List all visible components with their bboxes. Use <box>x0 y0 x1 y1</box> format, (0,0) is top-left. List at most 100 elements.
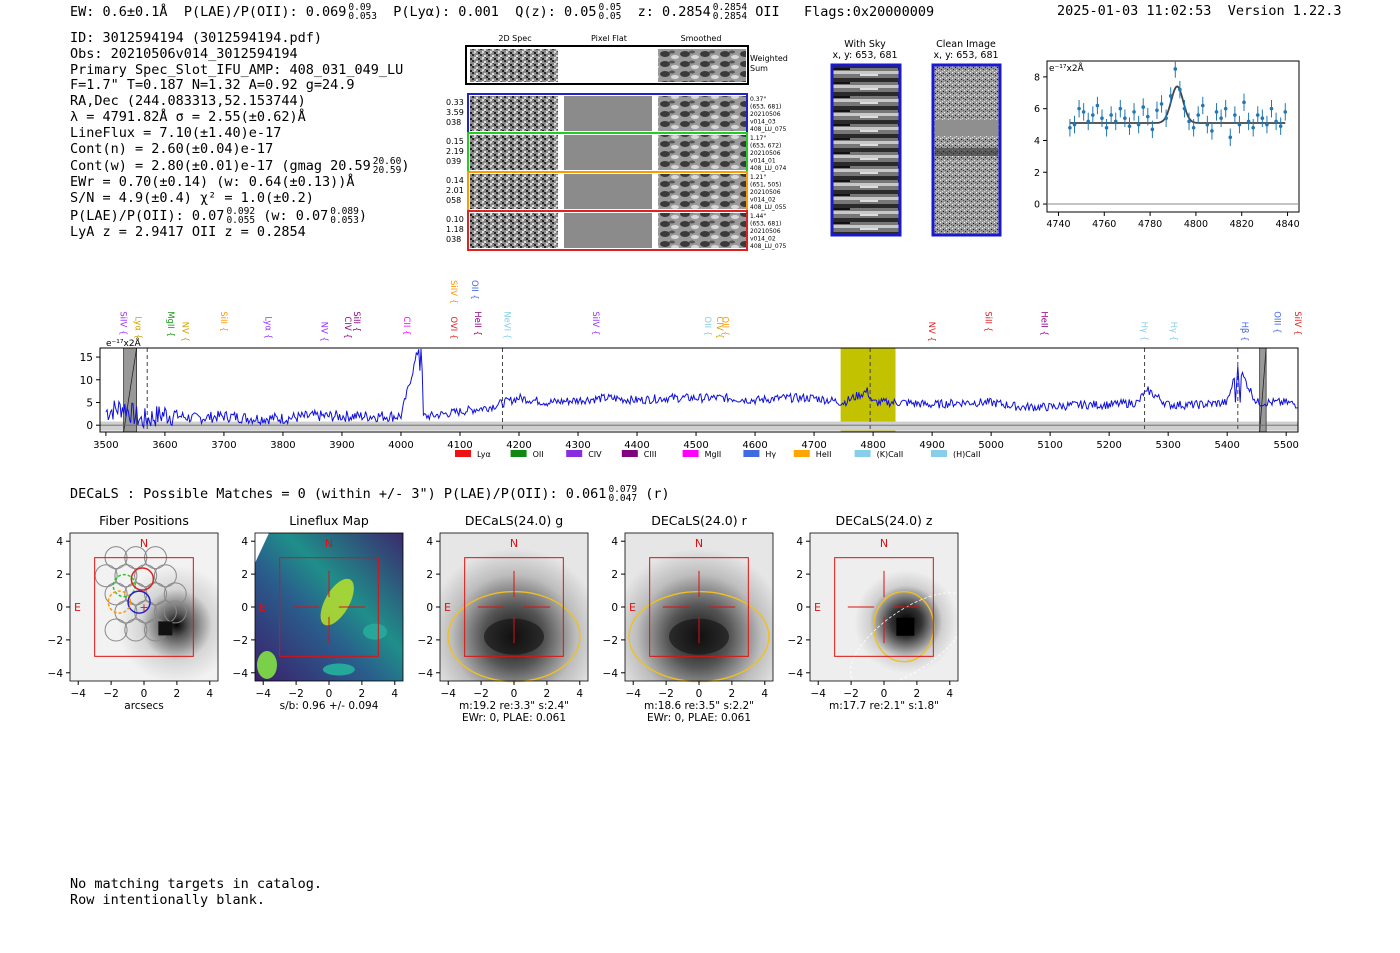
flux-blob <box>322 663 355 676</box>
cutout-smooth <box>658 174 746 209</box>
line-label: SiII { <box>351 311 361 332</box>
legend-label: HeII <box>816 450 832 459</box>
info-ewr: EWr = 0.70(±0.14) (w: 0.64(±0.13))Å <box>70 174 355 191</box>
panel-caption: m:19.2 re:3.3" s:2.4" <box>459 700 569 712</box>
contw-hi: 20.60 <box>372 156 402 168</box>
panel-ytick-label: 4 <box>796 536 803 548</box>
info-primary: Primary Spec_Slot_IFU_AMP: 408_031_049_L… <box>70 61 404 78</box>
panel-ytick-label: −2 <box>48 635 63 647</box>
panel-image: NE <box>439 532 589 683</box>
panel-xtick-label: 4 <box>576 688 583 700</box>
zoom-point <box>1196 113 1200 117</box>
panel-image: NE <box>624 532 774 683</box>
with-sky-title: With Sky <box>844 39 886 50</box>
spectrum-xtick-label: 3700 <box>211 440 236 451</box>
zoom-xtick-label: 4740 <box>1046 219 1070 230</box>
cutout-right-value: 1.44" <box>750 213 766 220</box>
cutout-left-value: 058 <box>446 196 461 205</box>
panel-xtick-label: −2 <box>288 688 303 700</box>
panel-ytick-label: 4 <box>56 536 63 548</box>
zoom-xtick-label: 4780 <box>1138 219 1162 230</box>
panel-xtick-label: 2 <box>729 688 736 700</box>
zoom-point <box>1278 124 1283 128</box>
flux-blob <box>257 651 277 679</box>
plae-hi: 0.09 <box>348 2 372 13</box>
panel-title: DECaLS(24.0) g <box>465 513 563 528</box>
spectrum-line <box>105 348 1299 430</box>
zoom-point <box>1274 119 1278 124</box>
line-label: OII { <box>720 316 730 336</box>
cutout-right-value: 20210506 <box>750 189 781 196</box>
panel-ytick-label: 4 <box>611 536 618 548</box>
spectrum-xtick-label: 4800 <box>860 440 885 451</box>
cutout-right-value: 408_LU_074 <box>750 165 787 172</box>
spectrum-xtick-label: 5300 <box>1155 440 1180 451</box>
panel-ytick-label: −4 <box>788 668 804 680</box>
legend-swatch <box>510 450 527 457</box>
clean-image-title: Clean Image <box>936 39 996 50</box>
cutout-right-value: 20210506 <box>750 150 781 157</box>
zoom-point <box>1214 110 1219 114</box>
east-label: E <box>814 601 821 614</box>
fiber-circle <box>104 618 128 642</box>
cutout-right-value: 0.37" <box>750 96 766 103</box>
info-lyaz: LyA z = 2.9417 OII z = 0.2854 <box>70 223 306 240</box>
legend-item: (H)CaII <box>931 450 980 459</box>
cutout-right-value: (653, 681) <box>750 104 781 111</box>
fiber-circle <box>114 564 138 588</box>
zoom-point <box>1283 110 1288 114</box>
panel-ytick-label: 2 <box>56 569 63 581</box>
line-label: Hβ { <box>1239 322 1249 342</box>
panel-ytick-label: −4 <box>603 668 619 680</box>
line-label: NV { <box>318 322 328 342</box>
zoom-ytick-label: 2 <box>1034 168 1040 179</box>
zoom-point <box>1242 100 1246 105</box>
footer-line-1: No matching targets in catalog. <box>70 876 322 892</box>
legend-item: CIV <box>566 450 602 459</box>
cutout-smooth <box>658 213 746 248</box>
zoom-point <box>1136 122 1141 127</box>
panel-xtick-label: −2 <box>103 688 118 700</box>
legend-swatch <box>566 450 583 457</box>
search-box <box>279 557 379 657</box>
line-label: SiII { <box>982 311 992 332</box>
zoom-ylabel: e⁻¹⁷x2Å <box>1049 62 1085 74</box>
panel-title: Fiber Positions <box>99 513 189 528</box>
flags-value: Flags:0x20000009 <box>804 4 935 20</box>
spectrum-xtick-label: 3600 <box>152 440 177 451</box>
header-bar: EW: 0.6±0.1Å P(LAE)/P(OII): 0.069 0.09 0.0… <box>70 2 935 22</box>
info-obs: Obs: 20210506v014_3012594194 <box>70 45 298 62</box>
top-line-label: OII { <box>469 280 479 300</box>
plya-value: P(Lyα): 0.001 <box>393 4 499 20</box>
contw-close: ) <box>401 158 410 175</box>
datetime-version: 2025-01-03 11:02:53 Version 1.22.3 <box>1057 3 1342 19</box>
fiber-cutouts: 2D Spec Pixel Flat Smoothed Weighted Sum… <box>446 34 788 251</box>
spectrum-xtick-label: 4100 <box>447 440 472 451</box>
panel-ytick-label: −2 <box>233 635 248 647</box>
zoom-point <box>1091 113 1095 117</box>
decals-lo: 0.047 <box>608 493 638 504</box>
zoom-ytick-label: 8 <box>1034 72 1040 83</box>
spectrum-xtick-label: 5200 <box>1096 440 1121 451</box>
zoom-point <box>1072 122 1077 127</box>
legend-label: MgII <box>705 450 722 459</box>
plae-lo: 0.053 <box>348 11 377 22</box>
zoom-xtick-label: 4840 <box>1275 219 1299 230</box>
contw-lo: 20.59 <box>372 165 402 177</box>
zoom-point <box>1182 106 1187 111</box>
panel-xtick-label: 4 <box>206 688 213 700</box>
cutout-left-value: 038 <box>446 235 461 244</box>
footer-notes: No matching targets in catalog. Row inte… <box>70 876 322 908</box>
legend-label: (H)CaII <box>953 450 980 459</box>
zoom-xtick-label: 4800 <box>1184 219 1208 230</box>
cutout-right-value: (651, 505) <box>750 182 781 189</box>
spectrum-ytick-label: 15 <box>80 352 93 364</box>
legend-item: Hγ <box>743 450 776 459</box>
spectrum-xtick-label: 4600 <box>742 440 767 451</box>
zoom-point <box>1104 125 1109 130</box>
plae-a-lo: 0.055 <box>226 214 256 226</box>
panel-xtick-label: 4 <box>946 688 953 700</box>
